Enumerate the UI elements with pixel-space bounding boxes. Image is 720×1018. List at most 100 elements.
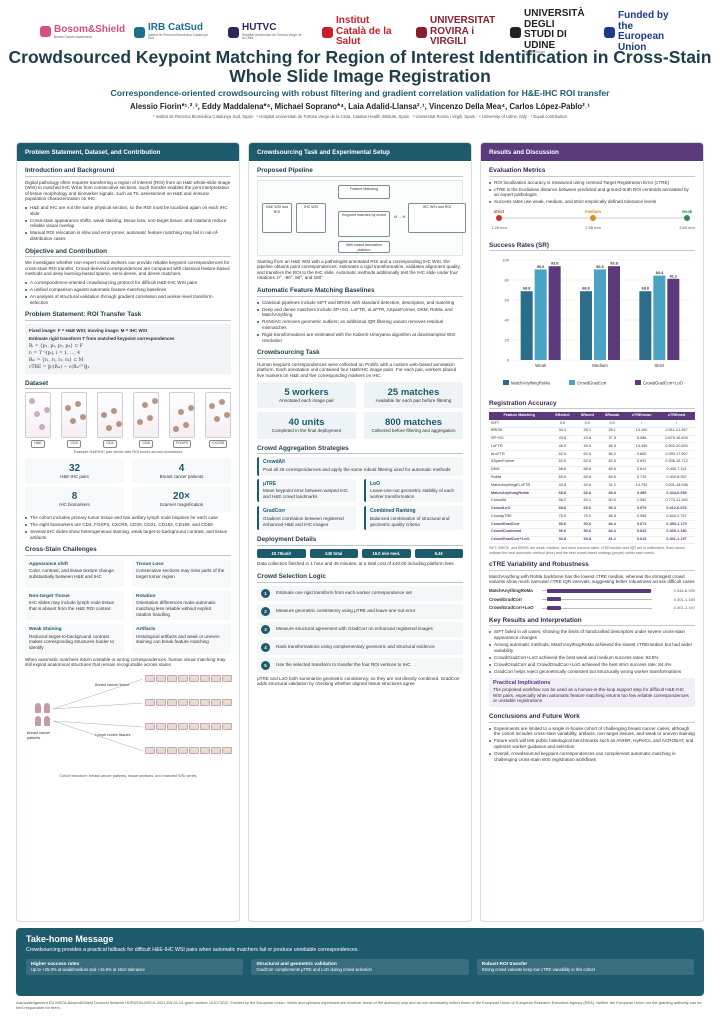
step-text: Measure geometric consistency using μTRE… [276, 608, 416, 614]
card-desc: IHC slides may include lymph node tissue… [29, 600, 115, 611]
bullet-item: Cross-stain appearance shifts, weak stai… [25, 218, 231, 229]
section-heading: Crowdsourcing Task [257, 350, 463, 359]
table-cell: 68.8 [575, 466, 600, 475]
section-heading: Dataset [25, 380, 231, 390]
y-tick-label: 20 [505, 338, 510, 343]
table-cell: eLoFTR [489, 450, 550, 459]
tissue-slide [189, 722, 199, 730]
bullet-item: SIFT failed in all cases, showing the li… [489, 629, 695, 640]
stain-label: CXCR5 [208, 440, 228, 449]
tissue-slide [156, 746, 166, 754]
institution-logo: UNIVERSITAT ROVIRA i VIRGILI [416, 16, 495, 48]
table-cell: 43.8 [575, 435, 600, 444]
challenge-card: Tissue Loss Consecutive sections may miss… [132, 558, 231, 587]
baseline-bullets: Classical pipelines include SIFT and BRI… [257, 300, 463, 344]
table-cell: / [658, 419, 695, 428]
table-cell: 56.2 [549, 497, 576, 506]
objective-paragraph: We investigate whether non-expert crowd … [25, 260, 230, 277]
stain-label: CD4 [103, 440, 117, 449]
dataset-thumbnail: H&E [25, 392, 51, 449]
legend-swatch [569, 380, 575, 386]
take-home-item: Robust ROI transfer Strong crowd variants… [476, 959, 694, 975]
table-cell: RoMa [489, 473, 550, 483]
iqr-axis [542, 588, 652, 593]
table-row: CrowdGradCorr 90.6 90.6 84.4 0.671 0.353-1.17… [489, 520, 695, 529]
cohort-caption: Cohort structure: breast cancer patients… [59, 773, 197, 778]
table-cell: 62.5 [575, 450, 600, 459]
selection-steps: 1 Estimate one rigid transform from each … [257, 585, 463, 673]
card-title: Appearance shift [29, 561, 68, 567]
selection-paragraph: μTRE and LoO both summarize geometric co… [257, 675, 460, 687]
data-label: 68.8 [642, 287, 649, 291]
pipeline-box: IHC WSI and ROI [408, 202, 466, 233]
table-cell: 65.6 [575, 505, 600, 514]
table-cell: 50.0 [599, 497, 626, 506]
slide-image [97, 392, 123, 439]
crowd-stat-card: 25 matches Available for each pair before… [364, 381, 463, 409]
table-cell: 31.2 [599, 481, 626, 490]
tissue-slide [156, 698, 166, 706]
logo-sub: hic sunt futura [524, 50, 545, 55]
table-cell: 93.8 [549, 536, 576, 545]
problem-math-box: Fixed image: F = H&E WSI; moving image: … [25, 323, 231, 374]
table-cell: 0.911-21.267 [658, 427, 695, 436]
table-cell: 62.5 [575, 458, 600, 467]
legend-entry: CrowdGradCorr [577, 381, 607, 386]
step-number: 1 [261, 588, 270, 598]
table-cell: 0.671 [625, 520, 659, 529]
table-cell: 0.612-6.576 [658, 505, 695, 514]
iqr-axis [542, 597, 652, 602]
data-label: 68.8 [523, 287, 530, 291]
logo-name: Institut Català de la Salut [336, 15, 392, 48]
table-cell: MatchAnythingRoMa [489, 489, 550, 498]
tissue-slide [145, 722, 155, 730]
bullet-item: Future work will test public histologica… [489, 738, 695, 749]
logo-name: IRB CatSud [148, 22, 203, 34]
pipeline-box: Feature Matching [338, 184, 390, 199]
table-cell: 65.6 [599, 473, 626, 483]
table-cell: 0.642-2.767 [658, 512, 695, 522]
table-cell: 65.6 [549, 473, 576, 483]
tissue-slide [156, 674, 166, 682]
bar [608, 266, 620, 361]
poster-subtitle: Correspondence-oriented crowdsourcing wi… [110, 88, 610, 98]
stat-label: Completed in the final deployment [271, 428, 342, 434]
strategy-desc: Balanced combination of structural and g… [370, 515, 450, 527]
column-header: Crowdsourcing Task and Experimental Setu… [249, 143, 471, 161]
bullet-item: cTRE is the Euclidean distance between p… [489, 187, 695, 198]
variability-paragraph: MatchAnything with RoMa backbone has the… [489, 573, 695, 585]
stat-label: Available for each pair before filtering [375, 397, 452, 403]
variability-row: CrowdGradCorr+LoO 0.301-1.197 [489, 605, 695, 611]
table-cell: 0.353-1.179 [658, 520, 695, 529]
strategy-card: GradCorr Gradient correlation between reg… [257, 506, 356, 531]
challenge-card: Artifacts Histological artifacts and weak… [132, 624, 231, 654]
section-heading: Objective and Contribution [25, 248, 231, 258]
logo-name: Funded by the European Union [618, 10, 669, 53]
section-heading: Registration Accuracy [489, 400, 695, 410]
table-cell: 14.792 [625, 481, 659, 490]
crowd-stat-card: 800 matches Collected before filtering an… [364, 412, 463, 439]
table-cell: 59.4 [599, 505, 626, 514]
bullet-item: CrowdGradCorr and CrowdGradCorr+LoO achi… [489, 662, 695, 668]
challenge-paragraph: When automatic matchers return unstable … [25, 656, 226, 668]
table-cell: 0.336-15.712 [658, 458, 695, 467]
data-label: 68.8 [582, 287, 589, 291]
institution-logo: Funded by the European Union [604, 10, 680, 53]
tolerance-dot [496, 214, 502, 221]
pipeline-box: H&E WSI and ROI [262, 202, 292, 233]
poster-title: Crowdsourced Keypoint Matching for Regio… [8, 47, 712, 86]
tissue-slide [200, 746, 210, 754]
logo-mark-icon [134, 26, 145, 38]
section-heading: Proposed Pipeline [257, 167, 463, 177]
bar [520, 291, 533, 361]
table-header: SRmed [575, 412, 600, 420]
crowd-paragraph: Human keypoint correspondences were coll… [257, 361, 457, 378]
table-row: BRISK 34.4 28.1 28.1 13.162 0.911-21.267 [489, 427, 695, 436]
table-cell: 0.489 [625, 489, 659, 498]
table-cell: 68.8 [549, 505, 576, 514]
column-header: Results and Discussion [481, 143, 703, 161]
bullet-item: Several IHC slides show heterogeneous st… [25, 529, 231, 540]
x-tick-label: Medium [592, 363, 608, 368]
table-note: SIFT, BRISK, and BRISK are weak, medium,… [489, 546, 685, 555]
tissue-slide [167, 674, 177, 682]
